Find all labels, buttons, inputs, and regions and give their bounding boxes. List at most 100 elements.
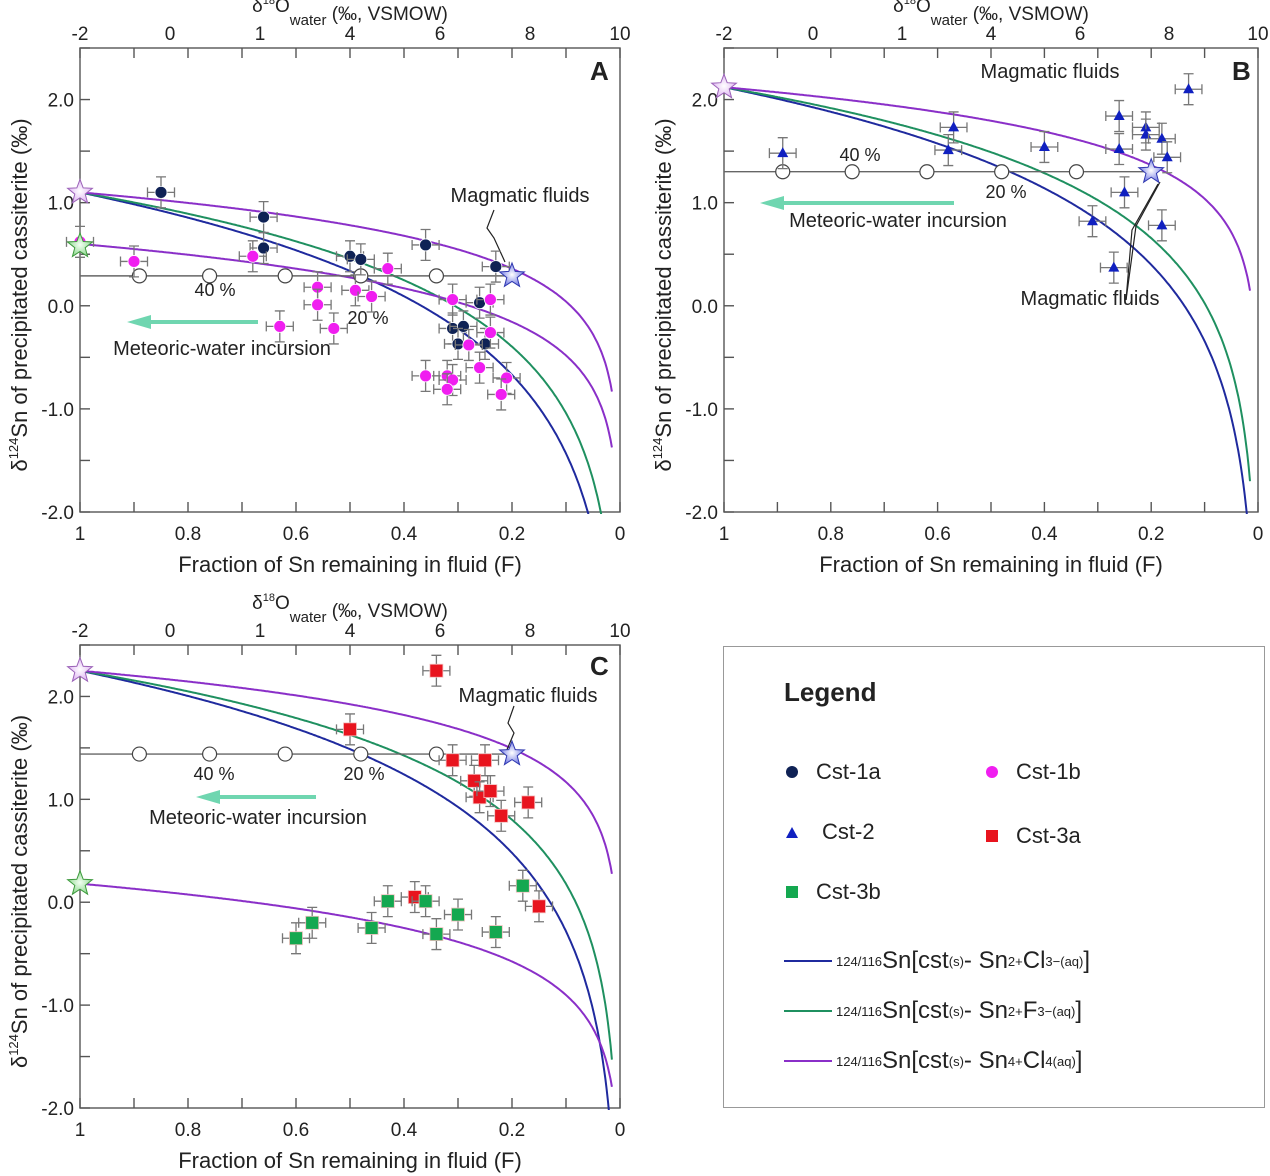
top-x-tick-label: 8 xyxy=(525,621,536,642)
top-x-tick-label: 10 xyxy=(609,24,630,45)
y-axis-title-part: δ xyxy=(651,459,676,471)
circle-marker xyxy=(381,262,395,276)
circle-marker xyxy=(327,322,341,335)
percent-20-label: 20 % xyxy=(985,182,1026,202)
fractionation-curve xyxy=(80,669,613,874)
square-marker xyxy=(445,753,460,768)
circle-marker xyxy=(419,238,433,252)
top-axis-title-part: water xyxy=(289,609,327,626)
square-marker xyxy=(451,907,465,922)
data-point-cst-2 xyxy=(934,133,963,167)
fractionation-curve xyxy=(80,191,613,392)
data-point-cst-1a xyxy=(411,228,440,262)
top-axis-title-part: (‰, VSMOW) xyxy=(326,4,447,25)
data-point-cst-1b xyxy=(119,245,149,278)
square-marker xyxy=(380,894,395,909)
y-axis-title-part: Sn of precipitated cassiterite (‰) xyxy=(7,715,32,1034)
legend-line-sn2-cl3: 124/116 Sn[cst (s) - Sn 2+ Cl 3− (aq)] xyxy=(784,947,1090,975)
triangle-marker xyxy=(1183,83,1195,94)
x-tick-label: 0.4 xyxy=(391,1120,418,1141)
y-tick-label: 0.0 xyxy=(692,297,718,318)
y-tick-label: -2.0 xyxy=(685,503,718,524)
panel-letter: A xyxy=(590,56,609,86)
triangle-marker xyxy=(1119,186,1130,197)
data-point-cst-2 xyxy=(1110,176,1139,209)
top-axis-title-part: water xyxy=(289,12,327,29)
formula-part: 4+ xyxy=(1007,1053,1023,1069)
data-point-cst-1b xyxy=(238,240,267,273)
y-axis-title-part: Sn of precipitated cassiterite (‰) xyxy=(7,118,32,437)
data-point-cst-2 xyxy=(1078,205,1107,238)
square-marker xyxy=(532,899,546,914)
circle-marker xyxy=(489,260,503,273)
y-tick-label: 1.0 xyxy=(48,790,74,811)
formula-part: (aq) xyxy=(1052,1003,1076,1019)
data-point-cst-3b xyxy=(422,918,451,951)
y-tick-label: 2.0 xyxy=(48,687,74,708)
meteoric-water-label: Meteoric-water incursion xyxy=(149,807,367,829)
isotope-label: 124/116 xyxy=(836,1053,883,1069)
legend-label: Cst-1b xyxy=(1016,759,1081,784)
star-icon xyxy=(66,177,94,205)
triangle-marker xyxy=(777,147,789,158)
top-x-tick-label: 8 xyxy=(525,24,536,45)
y-tick-label: -1.0 xyxy=(685,400,718,421)
circle-marker-icon xyxy=(786,766,798,778)
plot-frame xyxy=(79,47,621,513)
x-tick-label: 0.6 xyxy=(283,1120,309,1141)
formula-part: Sn[cst xyxy=(882,947,949,974)
circle-marker xyxy=(483,293,497,306)
data-point-cst-2 xyxy=(1105,99,1134,133)
mixing-circle-marker xyxy=(131,746,147,762)
panel-letter: C xyxy=(590,651,609,681)
top-x-tick-label: 0 xyxy=(165,24,176,45)
meteoric-water-label: Meteoric-water incursion xyxy=(789,210,1007,232)
circle-marker xyxy=(257,210,271,224)
panel-letter: B xyxy=(1232,56,1251,86)
formula-part: Cl xyxy=(1022,947,1046,974)
top-axis-title-part: δ xyxy=(252,0,263,17)
formula-part: Sn[cst xyxy=(882,1047,949,1074)
magmatic-fluids-label: Magmatic fluids xyxy=(459,685,598,707)
top-axis-title-part: (‰, VSMOW) xyxy=(326,601,447,622)
legend-label: Cst-3a xyxy=(1016,823,1081,848)
top-axis-title: δ18Owater (‰, VSMOW) xyxy=(893,0,1089,29)
data-point-cst-2 xyxy=(939,111,968,144)
fractionation-curve xyxy=(80,882,613,1087)
top-axis-title-part: δ xyxy=(252,593,263,614)
y-tick-label: 2.0 xyxy=(48,91,74,112)
magmatic-leader-line xyxy=(505,705,515,753)
plot-frame xyxy=(723,47,1259,513)
data-point-cst-1b xyxy=(476,283,505,316)
mixing-circle-marker xyxy=(919,164,935,180)
top-x-tick-label: 4 xyxy=(345,621,356,642)
top-x-tick-label: 1 xyxy=(255,621,266,642)
triangle-marker xyxy=(1113,110,1125,121)
y-tick-label: -1.0 xyxy=(41,996,74,1017)
formula-part: ] xyxy=(1075,1047,1083,1074)
legend-item-cst-3a: Cst-3a xyxy=(986,823,1081,849)
circle-marker xyxy=(440,382,454,396)
data-point-cst-1a xyxy=(249,231,278,265)
x-tick-label: 0 xyxy=(615,524,626,545)
top-x-tick-label: -2 xyxy=(716,24,733,45)
magmatic-leader-line xyxy=(1125,181,1161,301)
data-point-cst-3a xyxy=(514,786,543,819)
square-marker xyxy=(467,773,482,788)
legend-title: Legend xyxy=(784,677,877,707)
y-axis-title-part: 124 xyxy=(6,438,21,460)
magmatic-fluids-label-2: Magmatic fluids xyxy=(1021,288,1160,310)
meteoric-arrow-head-icon xyxy=(760,196,784,210)
x-axis-title: Fraction of Sn remaining in fluid (F) xyxy=(178,552,522,577)
data-point-cst-3b xyxy=(481,915,510,949)
star-icon xyxy=(710,72,738,99)
data-point-cst-3a xyxy=(476,775,505,808)
triangle-marker xyxy=(942,144,954,155)
data-point-cst-2 xyxy=(1030,130,1059,164)
top-x-tick-label: 4 xyxy=(345,24,356,45)
top-axis-title-part: water xyxy=(930,12,968,29)
legend-item-cst-3b: Cst-3b xyxy=(786,879,881,905)
x-tick-label: 0.8 xyxy=(175,1120,201,1141)
triangle-marker-icon xyxy=(786,826,798,838)
